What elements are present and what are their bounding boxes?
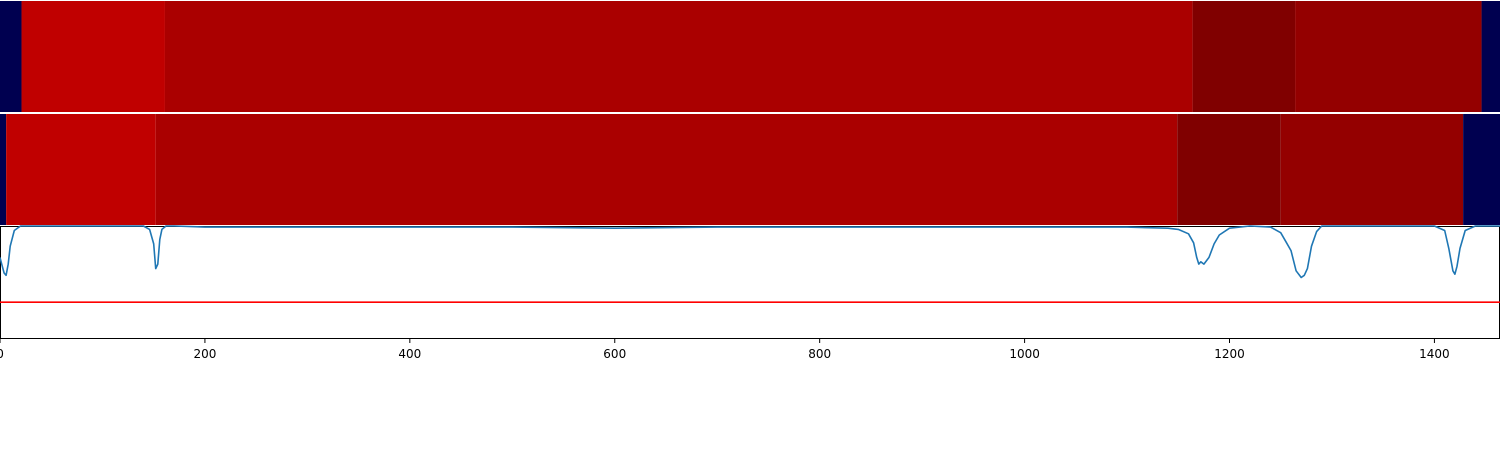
x-tick-label: 1200 <box>1214 347 1245 361</box>
x-tick-label: 0 <box>0 347 4 361</box>
heatmap-top <box>0 1 1500 112</box>
line-panel <box>0 225 1500 339</box>
heatmap-cell <box>1481 1 1500 112</box>
heatmap-cell <box>21 1 165 112</box>
x-tick-label: 200 <box>193 347 216 361</box>
heatmap-cell <box>164 1 1193 112</box>
x-tick-label: 800 <box>808 347 831 361</box>
heatmap-cell <box>155 114 1178 225</box>
heatmap-cell <box>1192 1 1296 112</box>
x-tick-label: 1000 <box>1009 347 1040 361</box>
x-axis: 0 200 400 600 800 1000 1200 1400 <box>0 338 1450 361</box>
heatmap-cell <box>0 114 7 225</box>
line-series-group <box>0 225 1500 304</box>
x-tick-label: 1400 <box>1419 347 1450 361</box>
x-tick-label: 400 <box>398 347 421 361</box>
heatmap-cell <box>1177 114 1281 225</box>
heatmap-cell <box>1463 114 1500 225</box>
heatmap-middle <box>0 114 1500 225</box>
heatmap-cell <box>6 114 156 225</box>
heatmap-cell <box>1280 114 1464 225</box>
heatmap-cell <box>1295 1 1482 112</box>
x-tick-label: 600 <box>603 347 626 361</box>
series-line <box>0 225 1500 279</box>
line-panel-frame <box>0 226 1500 339</box>
heatmap-cell <box>0 1 22 112</box>
